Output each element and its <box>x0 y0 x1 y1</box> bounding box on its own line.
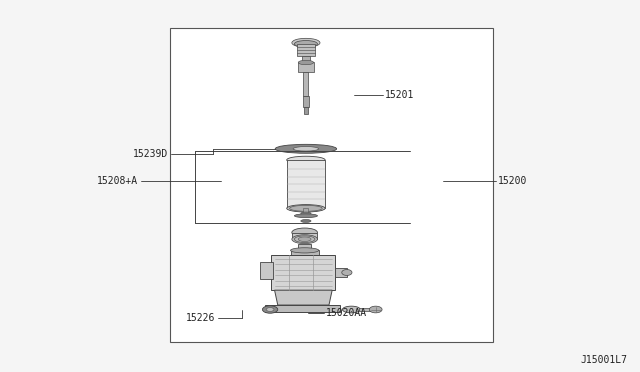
Ellipse shape <box>342 306 360 313</box>
Bar <box>298 62 314 72</box>
Ellipse shape <box>294 214 317 218</box>
Text: 15239D: 15239D <box>133 149 168 159</box>
Ellipse shape <box>301 212 311 215</box>
Text: J15001L7: J15001L7 <box>580 355 627 365</box>
Bar <box>303 208 308 214</box>
Bar <box>304 107 308 114</box>
Ellipse shape <box>292 38 320 47</box>
Bar <box>265 305 340 312</box>
Text: 15226: 15226 <box>186 313 215 323</box>
Bar <box>335 268 347 277</box>
Ellipse shape <box>293 147 319 151</box>
Ellipse shape <box>287 156 325 164</box>
Polygon shape <box>275 290 332 305</box>
Ellipse shape <box>301 219 311 222</box>
Ellipse shape <box>292 235 317 244</box>
Ellipse shape <box>289 205 322 211</box>
Ellipse shape <box>294 236 315 243</box>
Bar <box>297 44 315 56</box>
Bar <box>302 56 310 62</box>
Ellipse shape <box>262 306 278 313</box>
Bar <box>303 96 309 107</box>
Bar <box>292 232 317 239</box>
Text: 15208+A: 15208+A <box>97 176 138 186</box>
Ellipse shape <box>298 60 314 65</box>
Ellipse shape <box>369 306 382 313</box>
Bar <box>298 244 311 250</box>
Ellipse shape <box>266 308 274 311</box>
Bar <box>287 160 325 208</box>
Bar <box>291 250 319 255</box>
Text: 15020AA: 15020AA <box>326 308 367 318</box>
Text: 15200: 15200 <box>498 176 527 186</box>
Bar <box>170 28 493 342</box>
Ellipse shape <box>291 248 319 253</box>
Ellipse shape <box>342 269 352 275</box>
Ellipse shape <box>287 205 325 212</box>
Ellipse shape <box>275 144 337 153</box>
Bar <box>303 72 308 96</box>
Text: 15201: 15201 <box>385 90 415 100</box>
Bar <box>359 308 375 311</box>
Ellipse shape <box>298 237 311 241</box>
Ellipse shape <box>294 41 317 47</box>
Ellipse shape <box>292 228 317 237</box>
Bar <box>271 255 335 290</box>
Bar <box>260 262 273 279</box>
